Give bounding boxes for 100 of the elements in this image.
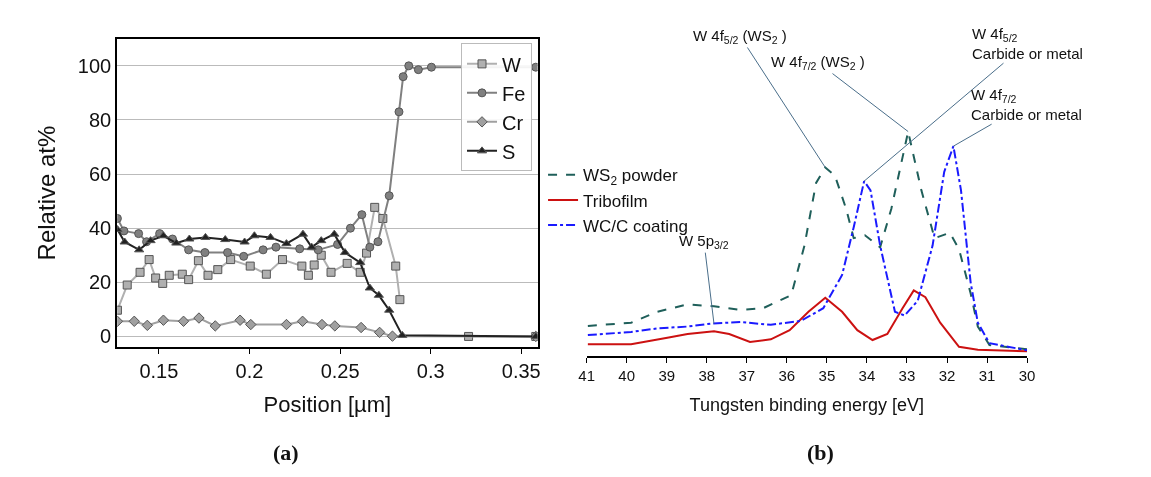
point bbox=[171, 238, 182, 246]
point bbox=[220, 235, 231, 243]
point bbox=[223, 248, 233, 258]
point bbox=[245, 318, 257, 331]
y-tick-label: 80 bbox=[88, 108, 112, 131]
point bbox=[384, 305, 395, 313]
point bbox=[249, 231, 260, 239]
point bbox=[309, 260, 319, 270]
point bbox=[158, 231, 169, 239]
point bbox=[245, 261, 255, 271]
point bbox=[134, 245, 145, 253]
point bbox=[193, 312, 205, 324]
point bbox=[239, 251, 249, 261]
point bbox=[355, 258, 366, 266]
point bbox=[342, 258, 352, 268]
x-tick-label: 41 bbox=[578, 366, 595, 384]
x-tick-label: 38 bbox=[698, 366, 716, 384]
y-tick-label: 100 bbox=[77, 54, 112, 77]
point bbox=[365, 242, 375, 252]
point bbox=[184, 234, 195, 242]
x-tick-label: 31 bbox=[978, 366, 996, 384]
point bbox=[326, 267, 336, 277]
x-tick-label: 34 bbox=[858, 366, 876, 384]
point bbox=[226, 255, 236, 265]
point bbox=[426, 62, 436, 72]
point bbox=[329, 229, 340, 237]
point bbox=[164, 270, 174, 280]
point bbox=[391, 261, 401, 271]
point bbox=[213, 265, 223, 275]
point bbox=[355, 321, 367, 334]
point bbox=[239, 237, 250, 245]
x-tick-label: 32 bbox=[938, 366, 956, 384]
x-tick-label: 0.35 bbox=[501, 360, 541, 383]
point bbox=[277, 255, 287, 265]
text: (a) bbox=[273, 440, 299, 465]
x-tick-label: 0.2 bbox=[235, 360, 264, 383]
legend-label: WS$_{2}$ powder bbox=[583, 166, 678, 188]
point bbox=[297, 261, 307, 271]
point bbox=[394, 107, 404, 117]
point bbox=[258, 245, 268, 255]
point bbox=[157, 314, 170, 326]
x-tick-label: 0.15 bbox=[139, 360, 179, 383]
legend-label: WC/C coating bbox=[583, 216, 688, 236]
point bbox=[357, 210, 367, 220]
x-tick-label: 0.25 bbox=[320, 360, 360, 383]
x-axis-title: Tungsten binding energy [eV] bbox=[689, 394, 925, 415]
point bbox=[134, 229, 144, 239]
point bbox=[184, 275, 194, 285]
point bbox=[373, 290, 384, 298]
point bbox=[413, 65, 423, 75]
point bbox=[144, 255, 154, 265]
x-tick-label: 0.3 bbox=[416, 360, 445, 383]
point bbox=[151, 273, 161, 283]
point bbox=[316, 236, 327, 244]
x-tick-label: 30 bbox=[1018, 366, 1036, 384]
point bbox=[398, 72, 408, 82]
y-axis-title: Relative at% bbox=[33, 125, 61, 261]
point bbox=[145, 236, 156, 244]
legend-label: S bbox=[502, 140, 516, 163]
y-tick-label: 40 bbox=[88, 217, 112, 240]
x-tick-label: 39 bbox=[658, 366, 676, 384]
point bbox=[158, 278, 168, 288]
annotation: W 4f$_{7/2}$ Carbide or metal bbox=[971, 86, 1082, 123]
y-tick-label: 20 bbox=[88, 271, 112, 294]
x-tick-label: 40 bbox=[618, 366, 636, 384]
point bbox=[209, 320, 221, 332]
point bbox=[177, 315, 190, 327]
point bbox=[370, 202, 380, 212]
point bbox=[135, 267, 145, 277]
text: (b) bbox=[807, 440, 834, 465]
x-tick-label: 36 bbox=[778, 366, 796, 384]
point bbox=[271, 242, 281, 252]
point bbox=[280, 318, 293, 331]
point bbox=[373, 237, 383, 247]
point bbox=[306, 242, 317, 250]
point bbox=[329, 320, 341, 332]
point bbox=[234, 314, 246, 326]
point bbox=[119, 237, 130, 245]
point bbox=[265, 232, 276, 240]
x-tick-label: 33 bbox=[898, 366, 916, 384]
point bbox=[184, 245, 194, 255]
point bbox=[303, 270, 313, 280]
legend-label: Tribofilm bbox=[583, 191, 648, 211]
y-tick-label: 60 bbox=[88, 163, 112, 186]
point bbox=[397, 330, 408, 338]
x-tick-label: 37 bbox=[738, 366, 756, 384]
point bbox=[316, 318, 328, 331]
point bbox=[295, 244, 305, 254]
legend-label: W bbox=[502, 53, 522, 76]
point bbox=[296, 315, 309, 327]
x-tick-label: 35 bbox=[818, 366, 836, 384]
point bbox=[364, 283, 375, 291]
x-axis-title: Position [µm] bbox=[263, 391, 392, 417]
point bbox=[373, 326, 386, 339]
annotation: W 4f$_{5/2}$ (WS$_{2}$ ) bbox=[693, 27, 787, 47]
point bbox=[128, 315, 140, 327]
point bbox=[200, 232, 211, 240]
point bbox=[345, 223, 355, 233]
y-tick-label: 0 bbox=[100, 325, 112, 348]
point bbox=[386, 330, 399, 342]
